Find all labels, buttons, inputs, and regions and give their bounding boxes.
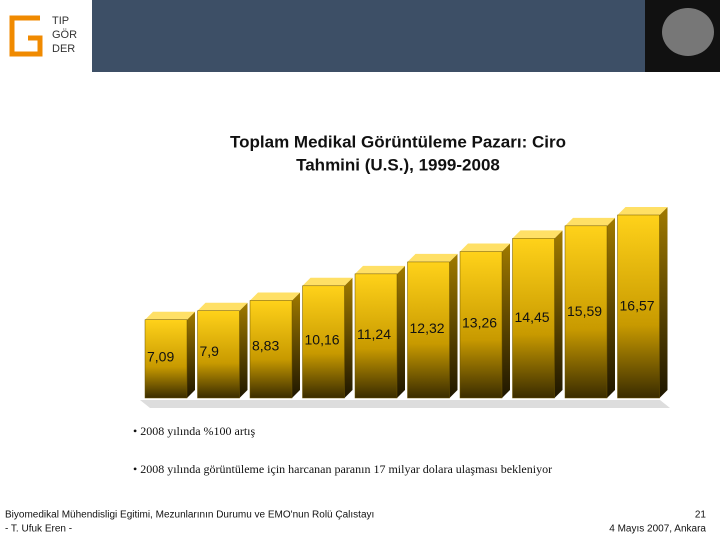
value-label: 15,59 bbox=[567, 303, 602, 319]
bar-top bbox=[250, 292, 300, 301]
bar bbox=[144, 319, 188, 399]
bar bbox=[459, 251, 503, 399]
bar bbox=[564, 225, 608, 399]
bar bbox=[407, 261, 450, 399]
bar bbox=[512, 238, 555, 399]
footer-text: Biyomedikal Mühendisligi Egitimi, Mezunl… bbox=[5, 510, 374, 521]
bullet: • 2008 yılında %100 artış bbox=[133, 424, 256, 438]
chart-title: Tahmini (U.S.), 1999-2008 bbox=[296, 155, 500, 174]
bar-top bbox=[565, 217, 615, 226]
bar-top bbox=[407, 253, 458, 262]
bars: 7,09 7,9 8,83 10,16 11,24 12,32 13,26 14,45 15,5… bbox=[144, 207, 668, 399]
bar-side bbox=[502, 243, 510, 398]
value-label: 13,26 bbox=[462, 315, 497, 331]
bar-side bbox=[397, 265, 405, 398]
bar-top bbox=[512, 230, 563, 239]
bar-side bbox=[344, 277, 353, 398]
bar-top bbox=[460, 243, 510, 252]
logo-mark bbox=[9, 15, 43, 57]
logo-text: GÖR bbox=[52, 29, 77, 41]
brain-image-detail bbox=[662, 8, 714, 56]
footer-text: - T. Ufuk Eren - bbox=[5, 524, 72, 535]
bar-top bbox=[302, 277, 353, 286]
value-label: 7,9 bbox=[200, 343, 220, 359]
bar-top bbox=[197, 302, 248, 311]
value-label: 16,57 bbox=[620, 297, 655, 313]
logo-text: DER bbox=[52, 43, 75, 55]
bar bbox=[617, 214, 660, 399]
banner bbox=[0, 0, 720, 72]
bar bbox=[302, 285, 345, 399]
logo-box bbox=[0, 0, 92, 72]
bar-top bbox=[355, 265, 405, 274]
logo-text: TIP bbox=[52, 15, 69, 27]
chart-floor bbox=[140, 400, 670, 408]
bar bbox=[354, 273, 398, 399]
value-label: 14,45 bbox=[515, 309, 550, 325]
bar-top bbox=[617, 207, 668, 215]
value-label: 11,24 bbox=[357, 326, 391, 342]
value-label: 7,09 bbox=[147, 349, 174, 365]
bullet: • 2008 yılında görüntüleme için harcanan… bbox=[133, 462, 552, 476]
bar-side bbox=[607, 217, 615, 398]
chart-title: Toplam Medikal Görüntüleme Pazarı: Ciro bbox=[230, 132, 566, 151]
value-label: 10,16 bbox=[305, 332, 340, 348]
footer-date: 4 Mayıs 2007, Ankara bbox=[609, 524, 706, 535]
bar bbox=[249, 300, 293, 399]
page-number: 21 bbox=[695, 510, 707, 521]
bar-side bbox=[449, 253, 458, 398]
bar-side bbox=[239, 302, 248, 398]
value-label: 8,83 bbox=[252, 337, 279, 353]
bar-side bbox=[187, 311, 195, 398]
bar bbox=[197, 310, 240, 399]
bar-top bbox=[145, 311, 195, 320]
bar-side bbox=[292, 292, 300, 398]
bar-side bbox=[659, 207, 668, 398]
bar-side bbox=[554, 230, 563, 398]
value-label: 12,32 bbox=[410, 320, 445, 336]
